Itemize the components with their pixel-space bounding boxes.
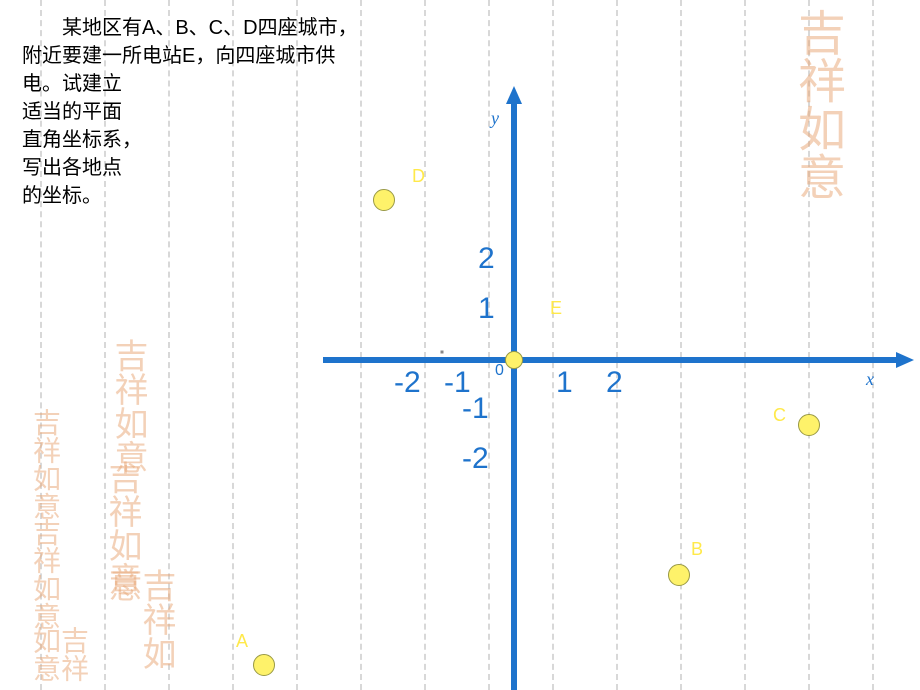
stray-dot: [441, 351, 444, 354]
grid-line: [680, 0, 682, 690]
origin-label: 0: [495, 362, 504, 380]
watermark-seal: 吉祥如意: [30, 408, 58, 520]
problem-line1: 某地区有A、B、C、D四座城市，: [62, 17, 358, 39]
city-point-c: [798, 414, 820, 436]
city-point-a: [253, 654, 275, 676]
city-point-d: [373, 189, 395, 211]
y-axis-label: y: [491, 108, 499, 129]
x-axis-label: x: [866, 369, 874, 390]
problem-line2: 附近要建一所电站E，向四座城市供: [22, 45, 335, 67]
problem-text: 某地区有A、B、C、D四座城市， 附近要建一所电站E，向四座城市供 电。试建立 …: [22, 14, 362, 210]
city-label-a: A: [236, 631, 248, 652]
grid-line: [872, 0, 874, 690]
grid-line: [488, 0, 490, 690]
y-tick-label: 1: [478, 292, 495, 326]
problem-line7: 的坐标。: [22, 185, 102, 207]
city-label-b: B: [691, 539, 703, 560]
x-axis-arrow: [896, 352, 914, 368]
x-tick-label: 1: [556, 366, 573, 400]
problem-line6: 写出各地点: [22, 157, 122, 179]
city-label-e: E: [550, 298, 562, 319]
x-axis: [323, 357, 898, 363]
watermark-seal: 吉祥如意: [30, 518, 58, 630]
x-tick-label: 2: [606, 366, 623, 400]
y-axis-arrow: [506, 86, 522, 104]
y-tick-label: -2: [462, 442, 489, 476]
watermark-seal: 吉祥如意: [792, 8, 840, 200]
y-axis: [511, 102, 517, 690]
x-tick-label: -2: [394, 366, 421, 400]
problem-line4: 适当的平面: [22, 101, 122, 123]
problem-line3: 电。试建立: [22, 73, 122, 95]
y-tick-label: 2: [478, 242, 495, 276]
watermark-seal: 吉祥如意: [30, 626, 86, 690]
watermark-seal: 吉祥如意: [104, 568, 172, 690]
grid-line: [744, 0, 746, 690]
grid-line: [424, 0, 426, 690]
grid-line: [552, 0, 554, 690]
city-point-b: [668, 564, 690, 586]
city-point-e: [505, 351, 523, 369]
city-label-c: C: [773, 405, 786, 426]
grid-line: [616, 0, 618, 690]
watermark-seal: 吉祥如意: [110, 338, 144, 474]
y-tick-label: -1: [462, 392, 489, 426]
problem-line5: 直角坐标系，: [22, 129, 142, 151]
city-label-d: D: [412, 166, 425, 187]
